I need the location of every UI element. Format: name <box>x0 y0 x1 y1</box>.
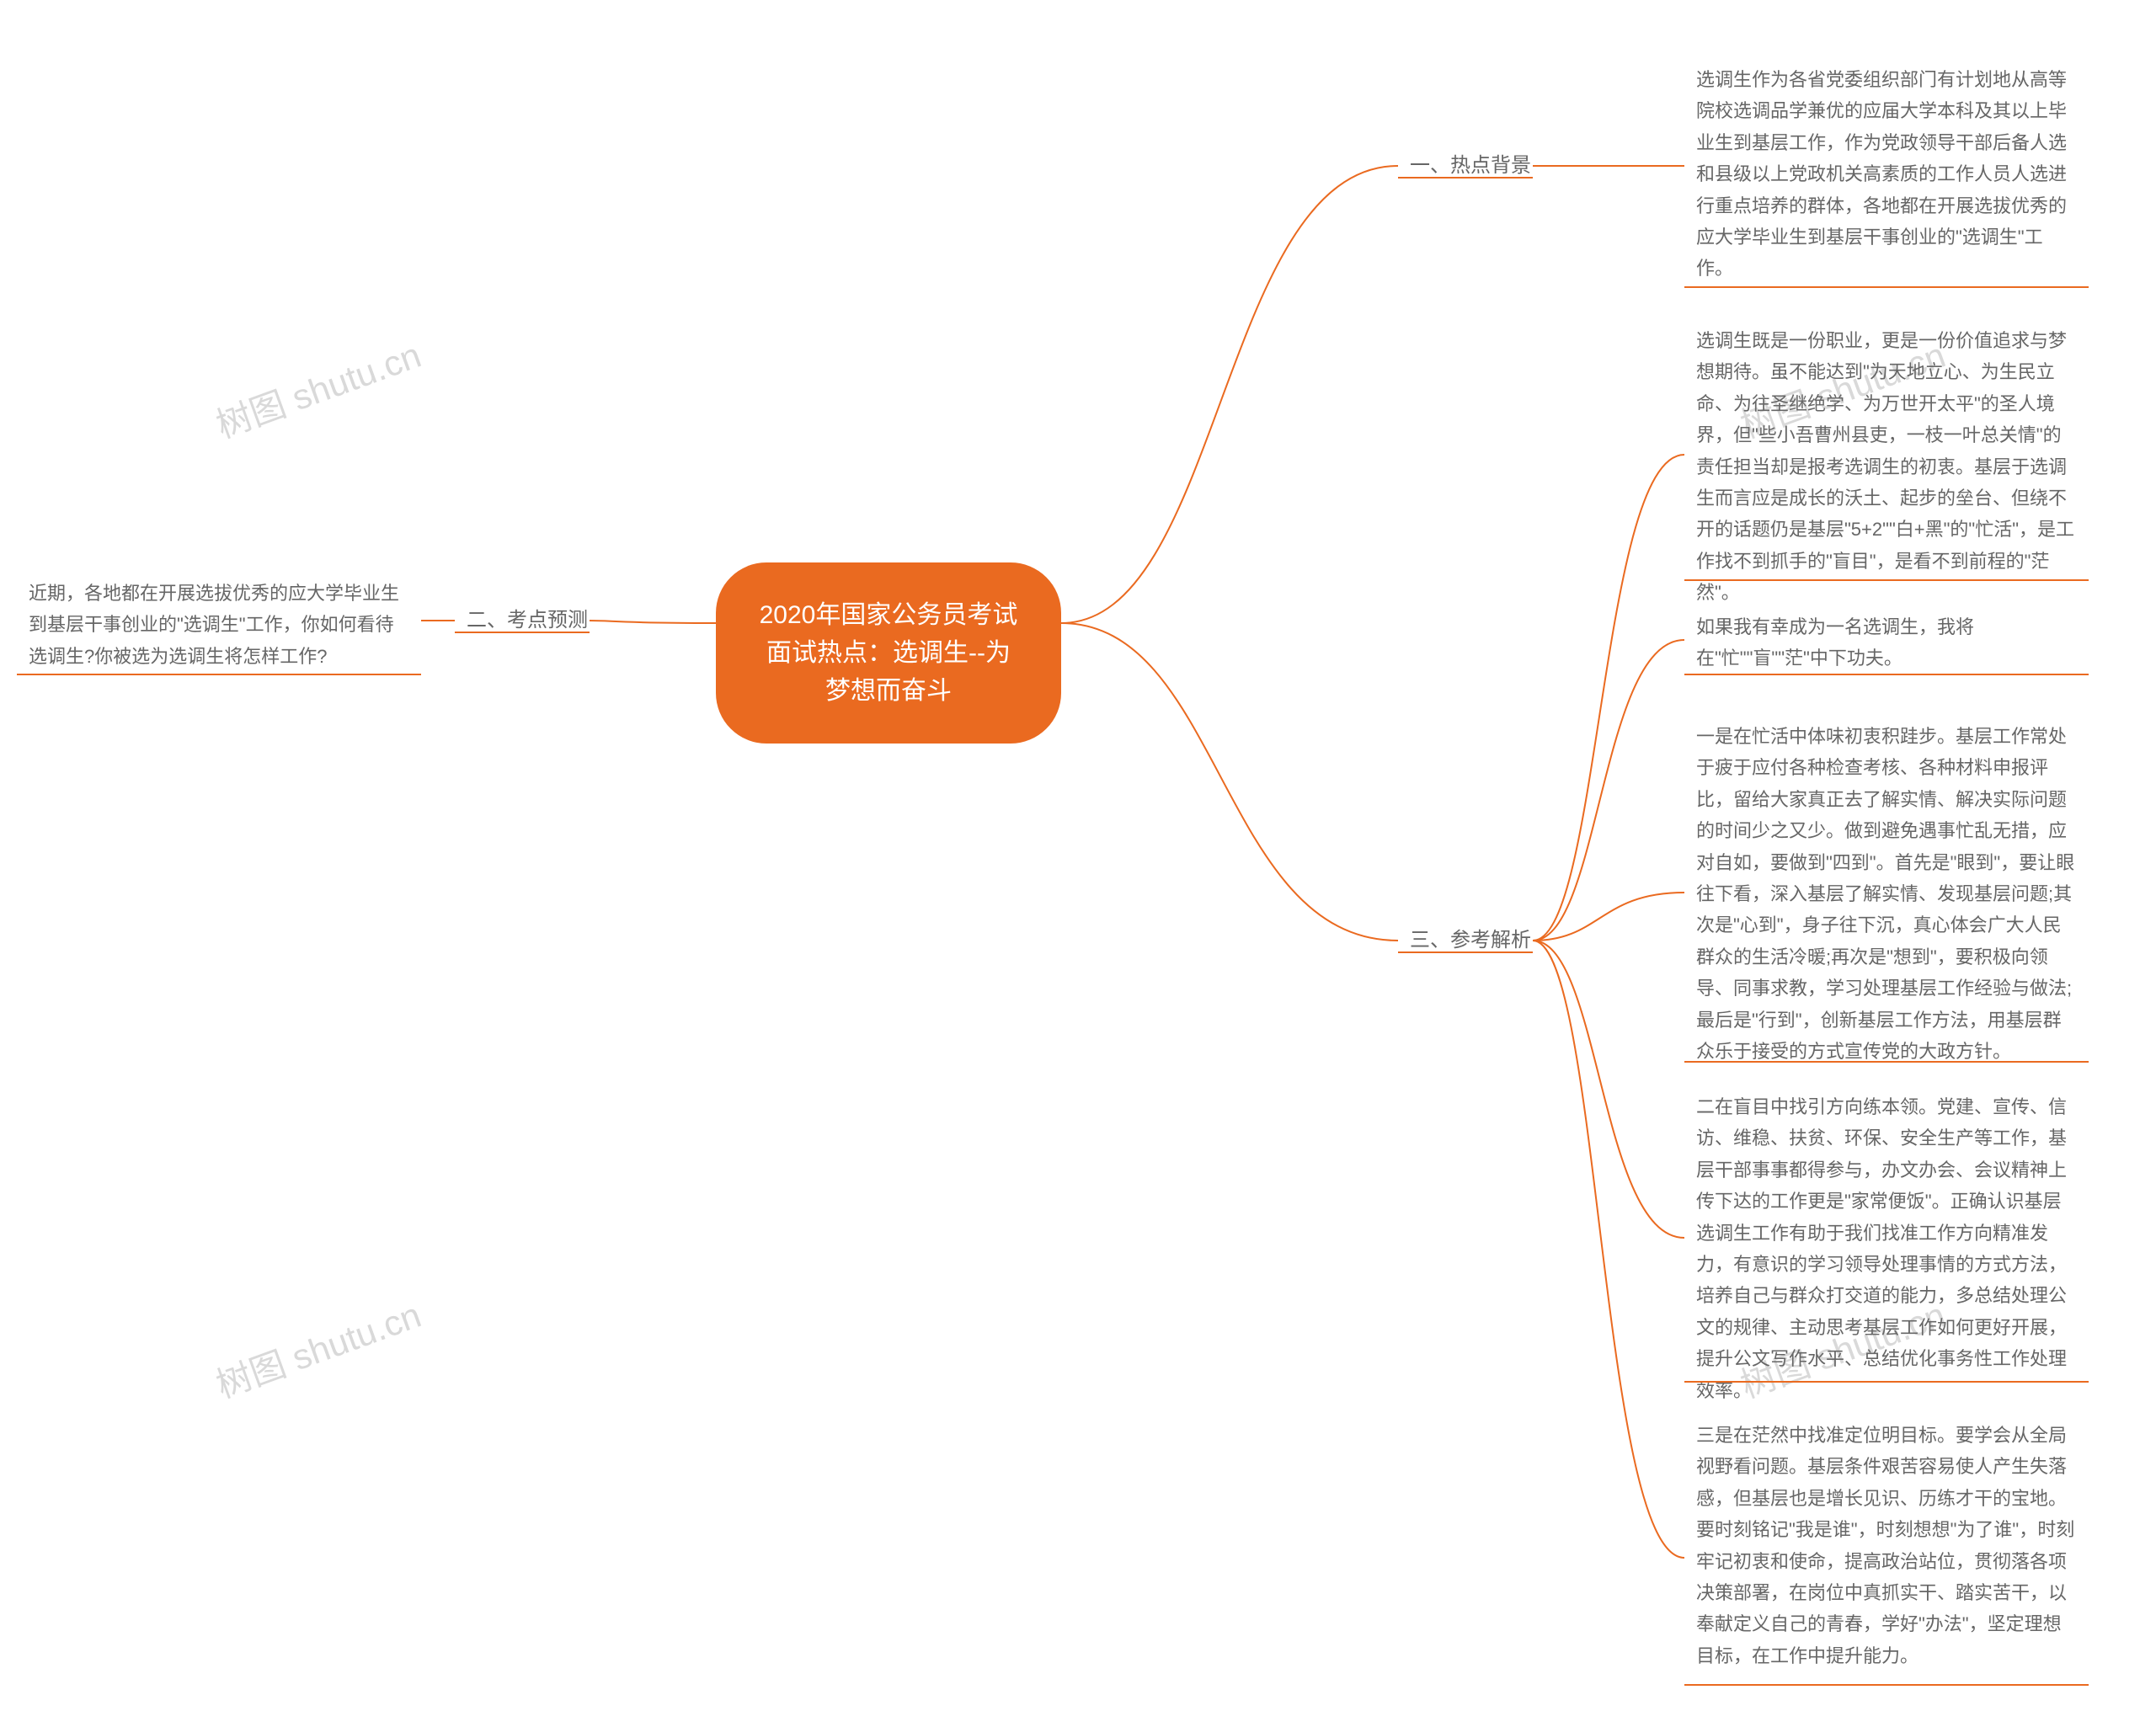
leaf-underline <box>1684 579 2089 581</box>
leaf-underline <box>1684 1061 2089 1063</box>
branch-underline <box>1398 177 1533 179</box>
leaf-text[interactable]: 近期，各地都在开展选拔优秀的应大学毕业生到基层干事创业的"选调生"工作，你如何看… <box>17 573 421 677</box>
leaf-text[interactable]: 选调生作为各省党委组织部门有计划地从高等院校选调品学兼优的应届大学本科及其以上毕… <box>1684 59 2089 290</box>
leaf-text[interactable]: 三是在茫然中找准定位明目标。要学会从全局视野看问题。基层条件艰苦容易使人产生失落… <box>1684 1415 2089 1676</box>
mindmap-canvas: 树图 shutu.cn 树图 shutu.cn 树图 shutu.cn 树图 s… <box>0 0 2156 1711</box>
branch-underline <box>455 632 590 633</box>
leaf-text[interactable]: 二在盲目中找引方向练本领。党建、宣传、信访、维稳、扶贫、环保、安全生产等工作，基… <box>1684 1086 2089 1411</box>
leaf-text[interactable]: 如果我有幸成为一名选调生，我将在"忙""盲""茫"中下功夫。 <box>1684 606 2089 680</box>
branch-underline <box>1398 951 1533 953</box>
leaf-text[interactable]: 一是在忙活中体味初衷积跬步。基层工作常处于疲于应付各种检查考核、各种材料申报评比… <box>1684 716 2089 1072</box>
leaf-underline <box>1684 1684 2089 1686</box>
leaf-text[interactable]: 选调生既是一份职业，更是一份价值追求与梦想期待。虽不能达到"为天地立心、为生民立… <box>1684 320 2089 614</box>
leaf-underline <box>1684 674 2089 675</box>
watermark: 树图 shutu.cn <box>208 327 427 448</box>
leaf-underline <box>1684 1381 2089 1383</box>
center-topic[interactable]: 2020年国家公务员考试面试热点：选调生--为梦想而奋斗 <box>716 562 1061 744</box>
leaf-underline <box>17 674 421 675</box>
leaf-underline <box>1684 286 2089 288</box>
watermark: 树图 shutu.cn <box>208 1287 427 1408</box>
